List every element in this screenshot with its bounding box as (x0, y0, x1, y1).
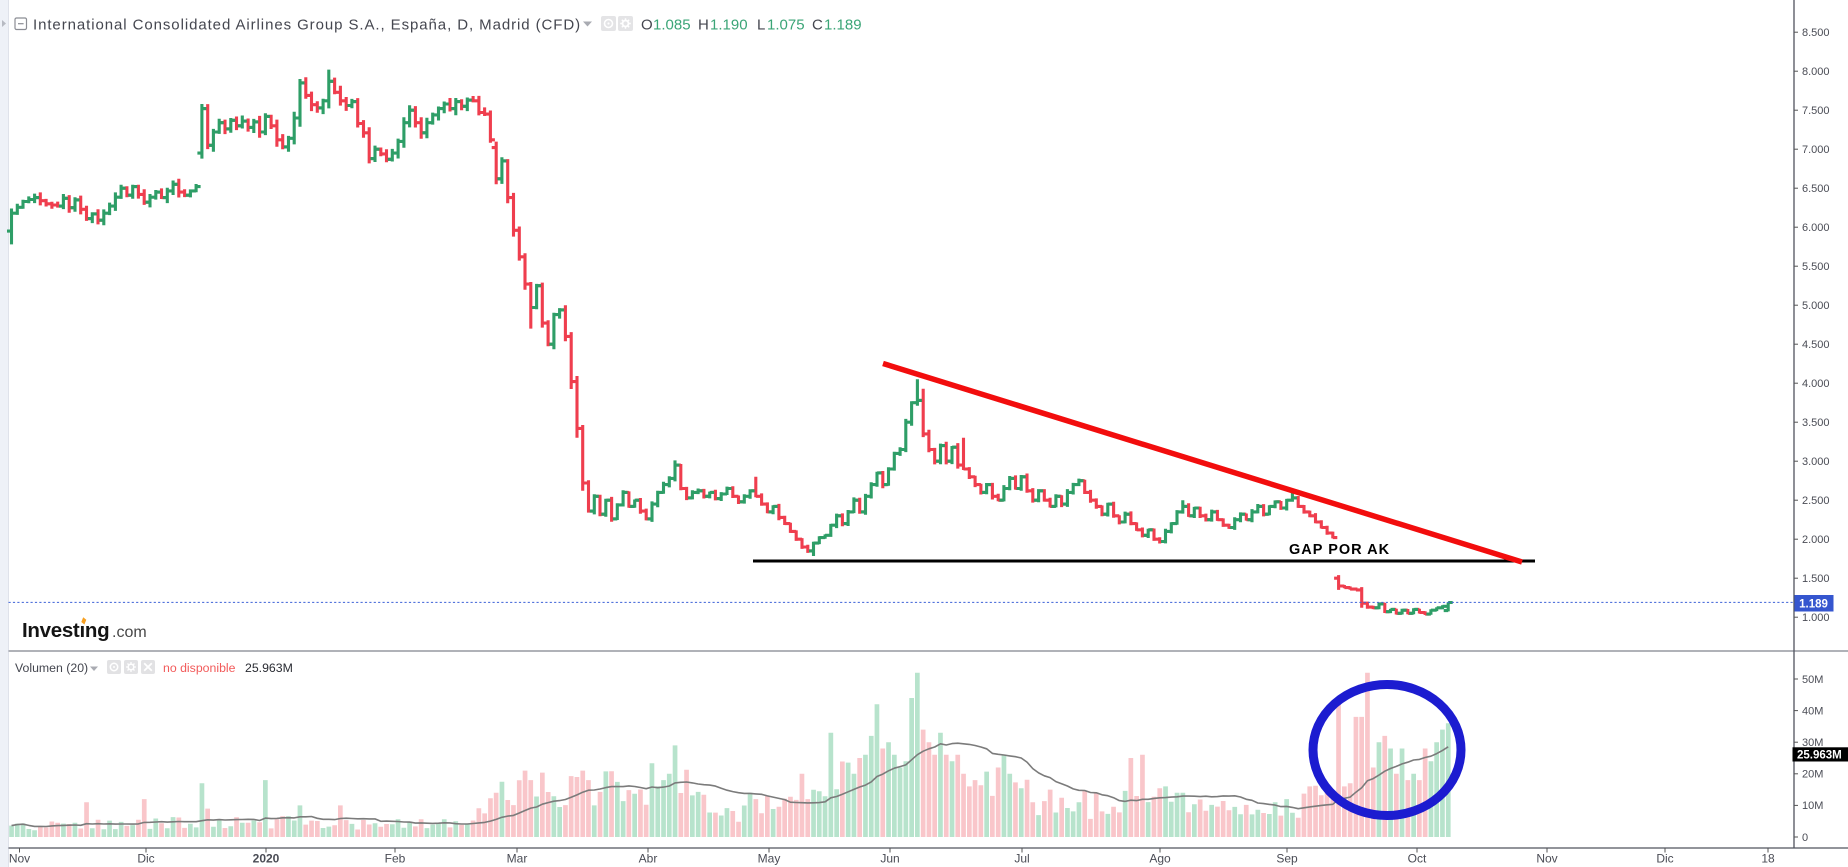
svg-text:International Consolidated Air: International Consolidated Airlines Grou… (33, 17, 581, 34)
svg-text:7.500: 7.500 (1802, 105, 1830, 117)
svg-text:2.000: 2.000 (1802, 534, 1830, 546)
svg-text:Ago: Ago (1149, 851, 1171, 865)
svg-text:1.190: 1.190 (710, 17, 748, 34)
svg-text:3.000: 3.000 (1802, 456, 1830, 468)
svg-text:1.189: 1.189 (824, 17, 862, 34)
svg-text:6.500: 6.500 (1802, 183, 1830, 195)
svg-text:10M: 10M (1802, 800, 1823, 812)
svg-text:Jun: Jun (880, 851, 899, 865)
svg-text:O: O (641, 17, 653, 34)
svg-text:6.000: 6.000 (1802, 222, 1830, 234)
svg-text:Sep: Sep (1276, 851, 1298, 865)
svg-text:Dic: Dic (137, 851, 154, 865)
svg-text:May: May (758, 851, 781, 865)
svg-text:H: H (698, 17, 709, 34)
svg-text:1.189: 1.189 (1799, 599, 1828, 611)
svg-text:Volumen (20): Volumen (20) (15, 661, 88, 675)
svg-text:1.500: 1.500 (1802, 573, 1830, 585)
svg-text:40M: 40M (1802, 705, 1823, 717)
svg-text:25.963M: 25.963M (1797, 749, 1842, 761)
svg-text:7.000: 7.000 (1802, 144, 1830, 156)
svg-text:Nov: Nov (9, 851, 30, 865)
svg-text:Investıng: Investıng (22, 619, 109, 642)
svg-text:L: L (757, 17, 765, 34)
svg-text:25.963M: 25.963M (245, 661, 293, 675)
svg-text:Mar: Mar (507, 851, 528, 865)
svg-text:1.075: 1.075 (767, 17, 805, 34)
svg-text:Dic: Dic (1656, 851, 1673, 865)
svg-text:GAP POR AK: GAP POR AK (1289, 542, 1390, 558)
svg-text:.com: .com (112, 624, 147, 641)
svg-text:8.000: 8.000 (1802, 66, 1830, 78)
svg-text:Feb: Feb (385, 851, 406, 865)
svg-text:5.500: 5.500 (1802, 261, 1830, 273)
svg-text:C: C (812, 17, 823, 34)
svg-text:8.500: 8.500 (1802, 27, 1830, 39)
svg-text:4.000: 4.000 (1802, 378, 1830, 390)
svg-text:no disponible: no disponible (163, 661, 236, 675)
svg-text:3.500: 3.500 (1802, 417, 1830, 429)
svg-text:4.500: 4.500 (1802, 339, 1830, 351)
svg-text:18: 18 (1761, 851, 1775, 865)
svg-text:5.000: 5.000 (1802, 300, 1830, 312)
svg-text:20M: 20M (1802, 769, 1823, 781)
svg-text:0: 0 (1802, 832, 1808, 844)
svg-text:Jul: Jul (1014, 851, 1029, 865)
svg-text:2020: 2020 (253, 851, 280, 865)
svg-text:2.500: 2.500 (1802, 495, 1830, 507)
svg-text:Nov: Nov (1536, 851, 1557, 865)
svg-text:1.085: 1.085 (653, 17, 691, 34)
svg-text:Oct: Oct (1408, 851, 1427, 865)
svg-text:Abr: Abr (639, 851, 658, 865)
svg-text:1.000: 1.000 (1802, 612, 1830, 624)
svg-text:50M: 50M (1802, 674, 1823, 686)
svg-text:30M: 30M (1802, 737, 1823, 749)
